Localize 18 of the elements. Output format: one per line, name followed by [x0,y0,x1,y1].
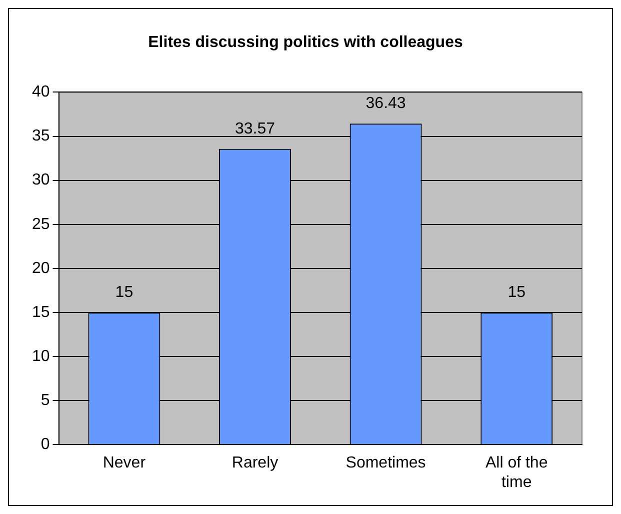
x-tick-label: Rarely [232,454,278,472]
y-tick-label: 20 [32,260,50,277]
y-tick-label: 30 [32,172,50,189]
y-tick-label: 35 [32,128,50,145]
chart-title: Elites discussing politics with colleagues [148,34,463,52]
data-label: 36.43 [366,95,406,112]
x-tick-label: Never [102,454,146,472]
x-tick-label: Sometimes [346,454,426,472]
y-tick-label: 25 [32,216,50,233]
y-tick-label: 40 [32,84,50,101]
y-tick-label: 10 [32,348,50,365]
y-tick-label: 0 [40,436,50,454]
y-tick-label: 15 [32,304,50,321]
data-label: 15 [115,284,134,301]
y-tick-label: 5 [40,392,50,409]
data-label: 15 [508,284,526,301]
x-tick-label: All of the time [485,454,548,491]
data-label: 33.57 [234,120,276,138]
